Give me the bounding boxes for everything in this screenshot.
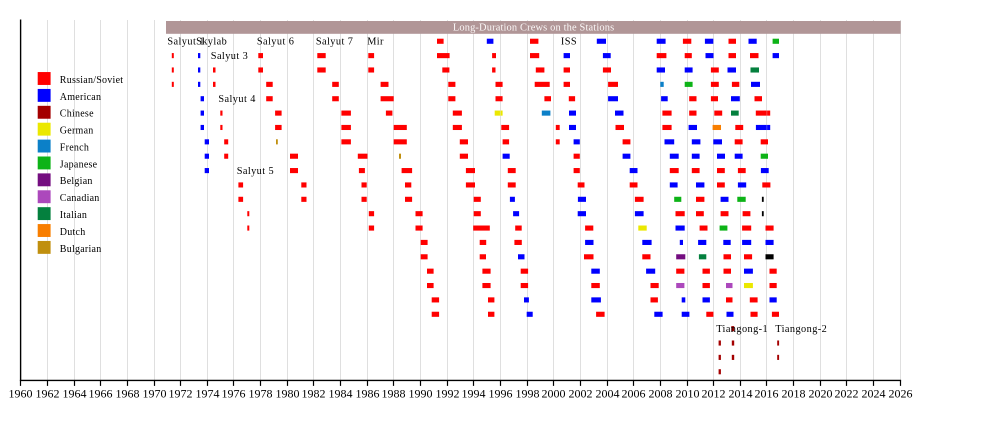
svg-text:2012: 2012 — [702, 387, 726, 401]
svg-text:Salyut 3: Salyut 3 — [211, 51, 248, 62]
svg-text:2022: 2022 — [835, 387, 859, 401]
svg-text:1982: 1982 — [302, 387, 326, 401]
svg-text:Tiangong-2: Tiangong-2 — [775, 324, 827, 335]
svg-text:1972: 1972 — [169, 387, 193, 401]
svg-text:Bulgarian: Bulgarian — [60, 244, 102, 255]
svg-text:2016: 2016 — [755, 387, 779, 401]
svg-text:1976: 1976 — [222, 387, 246, 401]
svg-text:Long-Duration Crews on the Sta: Long-Duration Crews on the Stations — [453, 23, 614, 34]
svg-text:Mir: Mir — [367, 37, 384, 48]
svg-text:2014: 2014 — [729, 387, 753, 401]
svg-text:1998: 1998 — [516, 387, 540, 401]
svg-text:Skylab: Skylab — [196, 37, 227, 48]
svg-text:1996: 1996 — [489, 387, 513, 401]
svg-text:Chinese: Chinese — [60, 109, 94, 120]
svg-text:2008: 2008 — [649, 387, 673, 401]
svg-text:Salyut 4: Salyut 4 — [218, 94, 255, 105]
svg-text:1990: 1990 — [409, 387, 433, 401]
svg-text:Salyut 7: Salyut 7 — [316, 37, 353, 48]
svg-text:Italian: Italian — [60, 210, 87, 221]
svg-text:Salyut 5: Salyut 5 — [237, 166, 274, 177]
svg-text:Salyut 6: Salyut 6 — [257, 37, 294, 48]
svg-text:1980: 1980 — [276, 387, 300, 401]
svg-text:German: German — [60, 126, 94, 137]
svg-text:Salyut 1: Salyut 1 — [167, 37, 204, 48]
svg-text:2000: 2000 — [542, 387, 566, 401]
svg-text:1984: 1984 — [329, 387, 353, 401]
svg-text:1978: 1978 — [249, 387, 273, 401]
svg-text:1960: 1960 — [9, 387, 33, 401]
svg-text:ISS: ISS — [561, 37, 577, 48]
svg-text:1964: 1964 — [63, 387, 87, 401]
svg-text:2006: 2006 — [622, 387, 646, 401]
svg-text:2026: 2026 — [889, 387, 913, 401]
svg-text:American: American — [60, 92, 101, 103]
svg-text:Dutch: Dutch — [60, 227, 86, 238]
svg-text:French: French — [60, 142, 89, 153]
svg-text:1966: 1966 — [89, 387, 113, 401]
svg-text:1994: 1994 — [462, 387, 486, 401]
svg-text:2020: 2020 — [809, 387, 833, 401]
svg-text:1992: 1992 — [436, 387, 460, 401]
svg-text:2010: 2010 — [676, 387, 700, 401]
svg-text:2002: 2002 — [569, 387, 593, 401]
svg-text:2018: 2018 — [782, 387, 806, 401]
svg-text:1986: 1986 — [356, 387, 380, 401]
svg-text:1968: 1968 — [116, 387, 140, 401]
svg-text:1974: 1974 — [196, 387, 220, 401]
svg-text:Russian/Soviet: Russian/Soviet — [60, 75, 124, 86]
svg-text:1988: 1988 — [382, 387, 406, 401]
svg-text:1970: 1970 — [143, 387, 167, 401]
svg-text:Tiangong-1: Tiangong-1 — [716, 324, 768, 335]
svg-text:2004: 2004 — [596, 387, 620, 401]
svg-text:1962: 1962 — [36, 387, 60, 401]
svg-text:Canadian: Canadian — [60, 193, 100, 204]
svg-text:Japanese: Japanese — [60, 159, 98, 170]
svg-text:2024: 2024 — [862, 387, 886, 401]
svg-text:Belgian: Belgian — [60, 176, 93, 187]
